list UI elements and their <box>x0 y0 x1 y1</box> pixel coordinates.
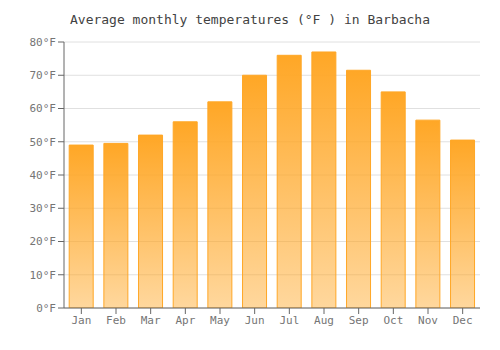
svg-text:Aug: Aug <box>314 314 334 327</box>
svg-text:30°F: 30°F <box>30 202 57 215</box>
svg-text:Sep: Sep <box>349 314 369 327</box>
svg-text:Mar: Mar <box>141 314 161 327</box>
svg-text:Apr: Apr <box>175 314 195 327</box>
svg-text:60°F: 60°F <box>30 102 57 115</box>
svg-text:70°F: 70°F <box>30 69 57 82</box>
svg-text:Jun: Jun <box>245 314 265 327</box>
svg-text:Jul: Jul <box>279 314 299 327</box>
svg-text:50°F: 50°F <box>30 136 57 149</box>
svg-text:40°F: 40°F <box>30 169 57 182</box>
svg-text:20°F: 20°F <box>30 235 57 248</box>
svg-text:10°F: 10°F <box>30 269 57 282</box>
html-text:Average monthly temperatures (: Average monthly temperatures (°F ) in Ba… <box>70 12 430 27</box>
svg-text:80°F: 80°F <box>30 36 57 49</box>
svg-text:Dec: Dec <box>453 314 473 327</box>
svg-text:0°F: 0°F <box>36 302 56 315</box>
svg-text:May: May <box>210 314 230 327</box>
svg-text:Feb: Feb <box>106 314 126 327</box>
svg-text:Oct: Oct <box>383 314 403 327</box>
svg-text:Jan: Jan <box>71 314 91 327</box>
svg-text:Nov: Nov <box>418 314 438 327</box>
